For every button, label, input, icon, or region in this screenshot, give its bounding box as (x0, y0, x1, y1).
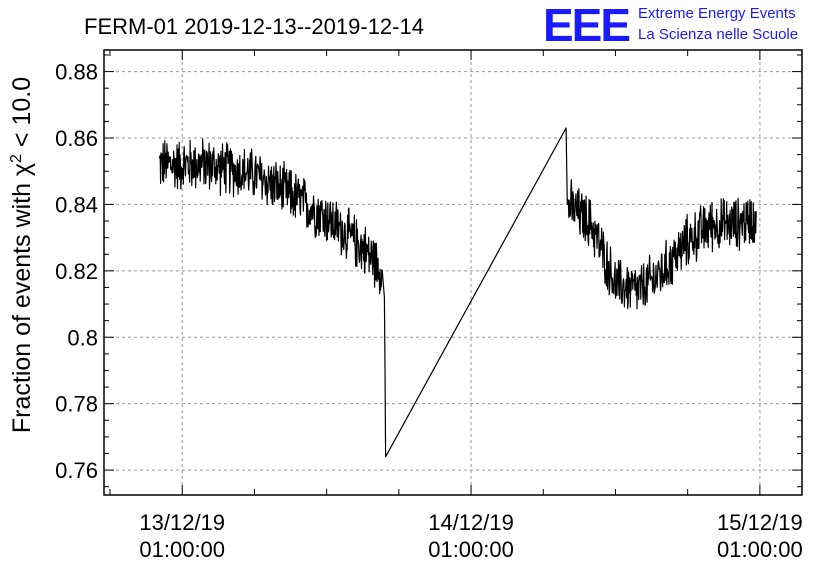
logo-mark: EEE (543, 0, 629, 51)
y-axis-label-after: < 10.0 (8, 77, 36, 154)
eee-logo: EEE Extreme Energy Events La Scienza nel… (543, 0, 798, 51)
y-tick-label: 0.78 (55, 392, 98, 417)
x-tick-label-date: 15/12/19 (717, 510, 803, 535)
logo-line2: La Scienza nelle Scuole (638, 26, 798, 43)
y-axis-label: Fraction of events with χ2 < 10.0 (8, 77, 36, 433)
x-tick-label-time: 01:00:00 (717, 537, 803, 562)
y-tick-label: 0.84 (55, 192, 98, 217)
y-tick-label: 0.8 (67, 325, 98, 350)
y-axis-label-before: Fraction of events with χ (8, 163, 36, 433)
tick-labels: 0.760.780.80.820.840.860.8813/12/1901:00… (55, 60, 803, 562)
chart-title: FERM-01 2019-12-13--2019-12-14 (84, 14, 424, 39)
grid (104, 50, 802, 495)
plot-frame (103, 49, 803, 496)
y-tick-label: 0.88 (55, 60, 98, 85)
y-axis-label-sup: 2 (8, 154, 25, 163)
y-tick-label: 0.86 (55, 126, 98, 151)
y-tick-label: 0.82 (55, 259, 98, 284)
series-line (158, 127, 757, 458)
x-tick-label-time: 01:00:00 (139, 537, 225, 562)
x-tick-label-time: 01:00:00 (428, 537, 514, 562)
series-layer (158, 127, 757, 458)
x-tick-label-date: 14/12/19 (428, 510, 514, 535)
logo-line1: Extreme Energy Events (638, 5, 796, 22)
x-tick-label-date: 13/12/19 (139, 510, 225, 535)
axes (103, 49, 803, 496)
y-tick-label: 0.76 (55, 458, 98, 483)
